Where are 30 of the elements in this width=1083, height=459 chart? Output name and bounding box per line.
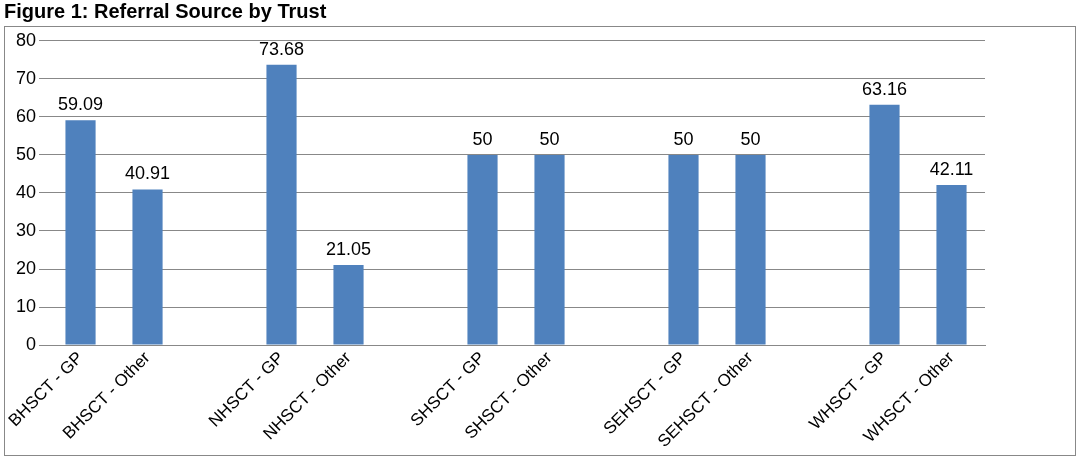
bar	[869, 104, 900, 345]
chart-title: Figure 1: Referral Source by Trust	[4, 0, 327, 23]
y-tick-label: 10	[15, 296, 37, 317]
bar	[936, 184, 967, 345]
y-tick-label: 30	[15, 219, 37, 240]
bar	[266, 64, 297, 345]
bar	[534, 154, 565, 345]
bar	[132, 189, 163, 345]
y-tick-label: 40	[15, 181, 37, 202]
data-label: 21.05	[325, 238, 372, 259]
bar	[333, 265, 364, 345]
data-label: 50	[740, 128, 761, 149]
y-tick-label: 50	[15, 143, 37, 164]
y-tick-label: 0	[26, 334, 37, 355]
data-label: 59.09	[58, 94, 104, 115]
data-label: 50	[673, 128, 694, 149]
bar	[735, 154, 766, 345]
data-label: 40.91	[125, 163, 171, 184]
y-tick-label: 60	[15, 105, 37, 126]
data-label: 63.16	[861, 78, 908, 99]
y-tick-label: 20	[15, 257, 37, 278]
y-tick-label: 80	[15, 29, 37, 50]
data-label: 73.68	[258, 38, 305, 59]
bar	[467, 154, 498, 345]
bar	[668, 154, 699, 345]
y-tick-label: 70	[15, 67, 37, 88]
bar	[65, 120, 96, 345]
data-label: 42.11	[929, 158, 974, 179]
data-label: 50	[472, 128, 493, 149]
data-label: 50	[539, 128, 560, 149]
